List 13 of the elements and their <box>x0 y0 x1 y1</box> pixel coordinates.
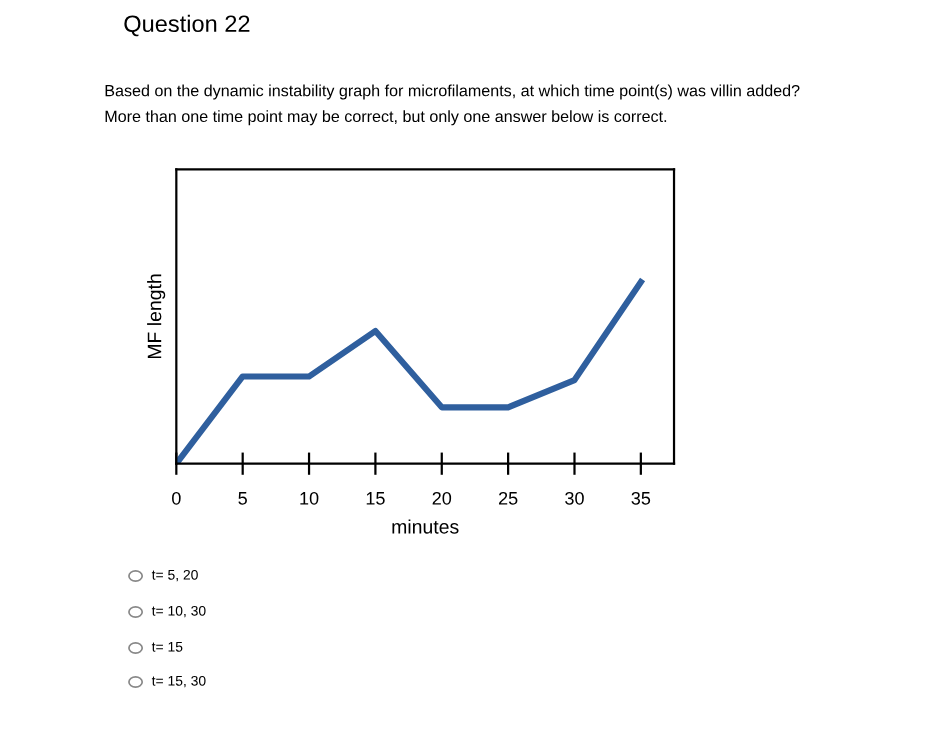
x-tick-label: 25 <box>499 491 518 505</box>
x-tick-label: 35 <box>631 491 651 505</box>
chart-subtitle: Based on the dynamic instability graph for microfilaments, at which time point(s) was villin added? <box>105 84 800 100</box>
x-tick-label: 20 <box>432 491 452 505</box>
chart-title: Question 22 <box>124 14 250 37</box>
x-tick-label: 0 <box>172 491 181 505</box>
x-tick-label: 5 <box>238 492 247 505</box>
text: More than one time point may be correct, but only one answer below is correct. <box>105 110 667 126</box>
x-tick-label: 15 <box>366 492 385 505</box>
x-tick-label: 10 <box>300 491 319 505</box>
x-tick-label: 30 <box>565 491 584 505</box>
y-axis-title: MF length <box>147 274 166 359</box>
x-axis-title: minutes <box>392 519 459 534</box>
